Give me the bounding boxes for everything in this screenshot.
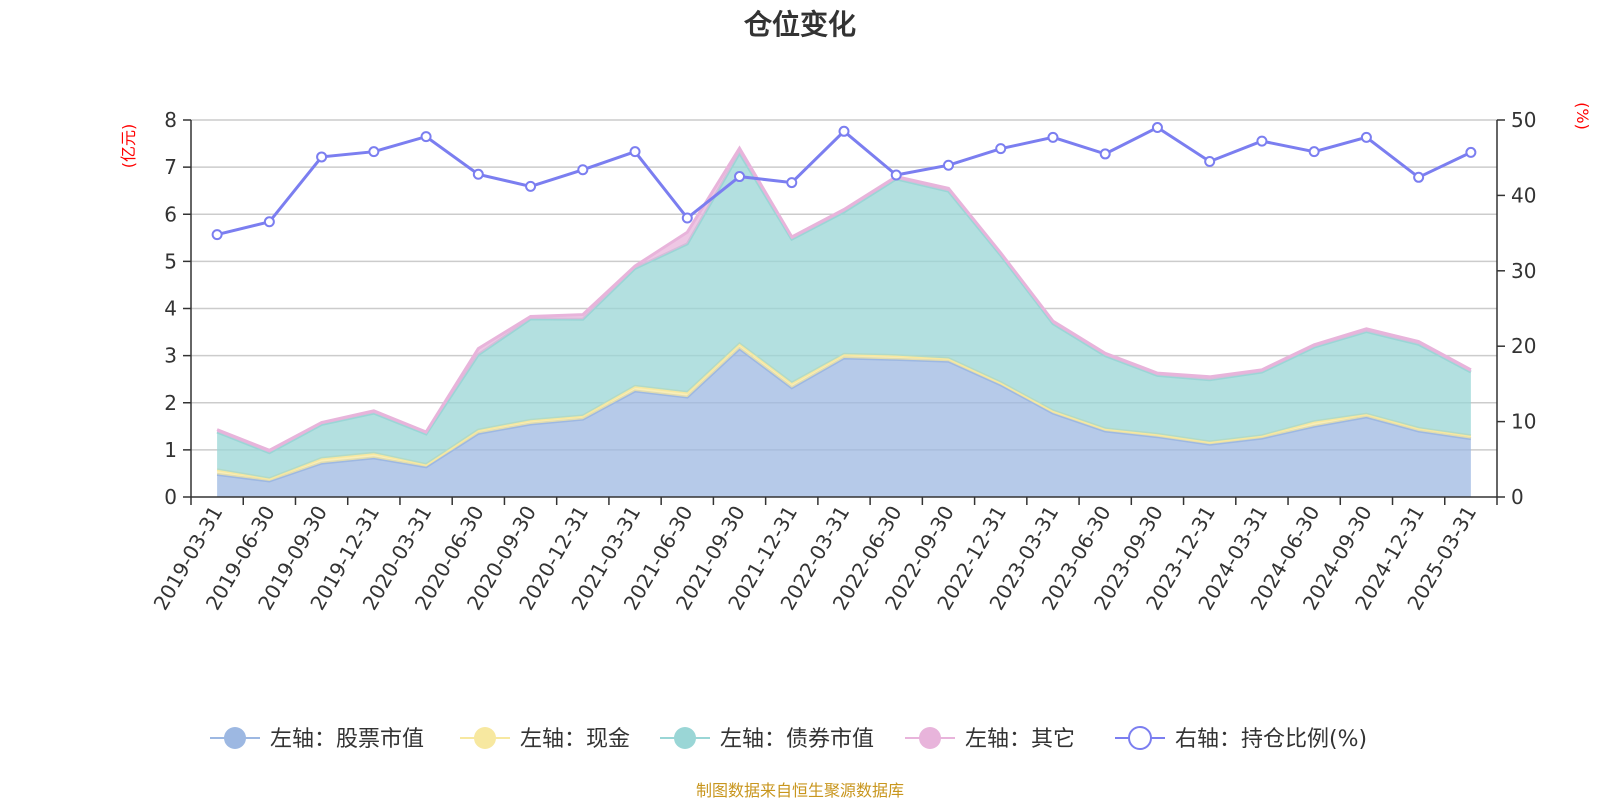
x-axis-ticks: 2019-03-312019-06-302019-09-302019-12-31…: [149, 497, 1498, 614]
legend-item[interactable]: 左轴：债券市值: [660, 727, 874, 752]
chart-title: 仓位变化: [744, 8, 856, 41]
ratio-point[interactable]: [786, 177, 798, 189]
source-note: 制图数据来自恒生聚源数据库: [696, 781, 904, 800]
ratio-point[interactable]: [1465, 146, 1477, 158]
ratio-point[interactable]: [263, 216, 275, 228]
left-tick-label: 7: [164, 155, 177, 179]
legend-item[interactable]: 左轴：其它: [905, 727, 1075, 752]
left-tick-label: 4: [164, 297, 177, 321]
left-axis-unit: (亿元): [119, 124, 138, 169]
left-tick-label: 1: [164, 438, 177, 462]
right-tick-label: 40: [1511, 183, 1536, 207]
area-series: [216, 145, 1472, 497]
legend-label: 左轴：股票市值: [270, 727, 424, 752]
right-tick-label: 20: [1511, 334, 1536, 358]
left-tick-label: 8: [164, 108, 177, 132]
legend-swatch-marker: [224, 727, 246, 749]
left-tick-label: 5: [164, 249, 177, 273]
legend-item[interactable]: 右轴：持仓比例(%): [1115, 726, 1367, 752]
legend-swatch-marker: [674, 727, 696, 749]
legend-swatch-marker: [474, 727, 496, 749]
ratio-point[interactable]: [838, 125, 850, 137]
right-tick-label: 30: [1511, 259, 1536, 283]
legend-label: 右轴：持仓比例(%): [1175, 727, 1367, 752]
ratio-point[interactable]: [368, 146, 380, 158]
ratio-point[interactable]: [1099, 148, 1111, 160]
area-top-line: [216, 145, 1472, 452]
ratio-point[interactable]: [629, 146, 641, 158]
ratio-point[interactable]: [1151, 122, 1163, 134]
legend-item[interactable]: 左轴：股票市值: [210, 727, 424, 752]
ratio-point[interactable]: [472, 168, 484, 180]
ratio-point[interactable]: [420, 131, 432, 143]
legend-label: 左轴：其它: [965, 727, 1075, 752]
ratio-point[interactable]: [1047, 131, 1059, 143]
legend-item[interactable]: 左轴：现金: [460, 727, 630, 752]
right-tick-label: 10: [1511, 410, 1536, 434]
legend-swatch-marker: [1128, 726, 1152, 750]
right-axis-ticks: 0 10 20 30 40 50: [1497, 108, 1536, 509]
ratio-point[interactable]: [525, 180, 537, 192]
ratio-point[interactable]: [734, 171, 746, 183]
ratio-point[interactable]: [577, 164, 589, 176]
legend-swatch-marker: [919, 727, 941, 749]
ratio-point[interactable]: [1360, 131, 1372, 143]
ratio-point[interactable]: [1413, 171, 1425, 183]
ratio-point[interactable]: [1204, 155, 1216, 167]
ratio-point[interactable]: [316, 151, 328, 163]
legend-label: 左轴：债券市值: [720, 727, 874, 752]
ratio-point[interactable]: [995, 143, 1007, 155]
left-tick-label: 0: [164, 485, 177, 509]
legend: 左轴：股票市值 左轴：现金 左轴：债券市值 左轴：其它 右轴：持仓比例(%): [210, 726, 1367, 752]
left-axis-ticks: 0 1 2 3 4 5 6 7 8: [164, 108, 191, 509]
legend-label: 左轴：现金: [520, 727, 630, 752]
left-tick-label: 3: [164, 344, 177, 368]
line-series: [211, 122, 1477, 241]
left-tick-label: 6: [164, 202, 177, 226]
ratio-point[interactable]: [211, 229, 223, 241]
right-tick-label: 50: [1511, 108, 1536, 132]
area-fill: [217, 348, 1471, 497]
ratio-point[interactable]: [942, 159, 954, 171]
right-tick-label: 0: [1511, 485, 1524, 509]
ratio-point[interactable]: [681, 212, 693, 224]
ratio-point[interactable]: [890, 169, 902, 181]
area-fill: [217, 153, 1471, 479]
left-tick-label: 2: [164, 391, 177, 415]
ratio-point[interactable]: [1256, 135, 1268, 147]
right-axis-unit: (%): [1573, 102, 1592, 130]
ratio-point[interactable]: [1308, 146, 1320, 158]
